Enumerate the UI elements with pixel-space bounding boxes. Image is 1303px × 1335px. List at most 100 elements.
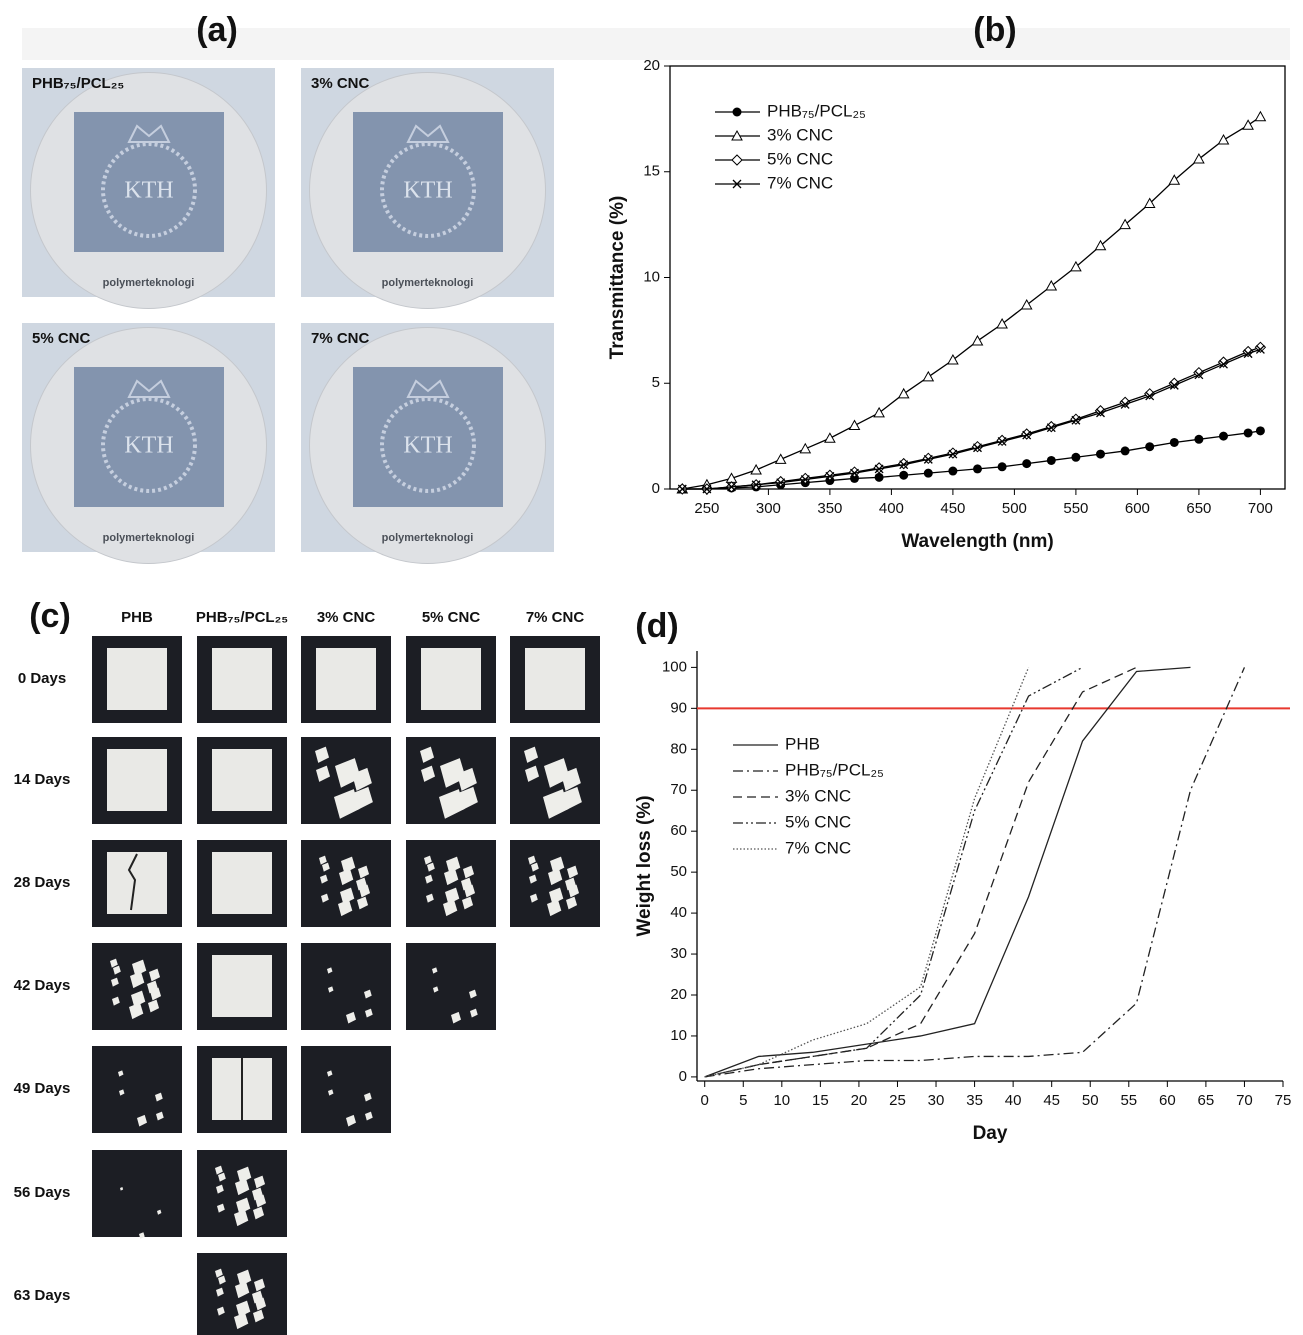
marker xyxy=(1243,349,1253,359)
x-tick-label: 300 xyxy=(756,500,781,517)
marker xyxy=(1071,452,1081,462)
sample-photo xyxy=(406,943,496,1030)
marker xyxy=(1143,197,1156,208)
sample-photo xyxy=(510,840,600,927)
x-tick-label: 0 xyxy=(701,1092,709,1109)
series-line xyxy=(682,348,1261,490)
x-tick-label: 40 xyxy=(1005,1092,1022,1109)
x-tick-label: 250 xyxy=(694,500,719,517)
fragment xyxy=(357,896,369,910)
y-axis-label: Weight loss (%) xyxy=(634,795,655,936)
marker xyxy=(947,353,959,365)
fragment xyxy=(237,1269,252,1287)
fragment xyxy=(340,887,355,905)
x-tick-label: 75 xyxy=(1275,1092,1292,1109)
marker xyxy=(1096,449,1105,459)
marker xyxy=(922,370,935,382)
marker xyxy=(874,472,884,482)
fragment xyxy=(464,884,476,898)
fragment xyxy=(218,1275,226,1285)
legend-label: PHB₇₅/PCL₂₅ xyxy=(785,760,884,779)
marker xyxy=(1022,459,1032,469)
fragment xyxy=(157,1209,162,1215)
fragment xyxy=(470,1008,478,1018)
logo-ring xyxy=(380,397,476,493)
marker xyxy=(1194,434,1204,444)
fragment xyxy=(425,874,433,884)
x-tick-label: 350 xyxy=(817,500,842,517)
sample-photo xyxy=(301,840,391,927)
fragment xyxy=(113,965,121,975)
legend-marker xyxy=(732,179,742,189)
y-tick-label: 10 xyxy=(643,268,660,285)
fragment xyxy=(451,1011,462,1024)
photo-label: PHB₇₅/PCL₂₅ xyxy=(32,75,124,92)
fragment xyxy=(327,1070,333,1077)
fragment xyxy=(364,989,372,999)
legend-label: 3% CNC xyxy=(767,125,833,144)
x-tick-label: 30 xyxy=(928,1092,945,1109)
photo-caption: polymerteknologi xyxy=(103,277,195,289)
row-label: 0 Days xyxy=(18,670,66,687)
legend-marker xyxy=(731,154,743,166)
fragment xyxy=(528,855,536,865)
column-header: 5% CNC xyxy=(422,609,481,626)
marker xyxy=(727,482,736,492)
y-tick-label: 15 xyxy=(643,163,660,180)
fragment xyxy=(544,758,570,788)
marker xyxy=(1169,380,1179,390)
y-tick-label: 5 xyxy=(652,374,660,391)
fragment xyxy=(446,856,461,874)
x-tick-label: 25 xyxy=(889,1092,906,1109)
row-label: 63 Days xyxy=(14,1287,71,1304)
fragment xyxy=(120,1187,124,1191)
crack xyxy=(127,853,138,911)
logo-crown xyxy=(127,379,171,398)
fragment xyxy=(328,1089,334,1096)
x-tick-label: 700 xyxy=(1248,500,1273,517)
x-tick-label: 15 xyxy=(812,1092,829,1109)
x-tick-label: 55 xyxy=(1120,1092,1137,1109)
y-tick-label: 0 xyxy=(679,1068,687,1085)
fragment xyxy=(444,868,459,886)
marker xyxy=(1119,218,1131,230)
marker xyxy=(1070,260,1082,272)
photo-label: 7% CNC xyxy=(311,330,370,347)
marker xyxy=(873,406,885,418)
x-tick-label: 500 xyxy=(1002,500,1027,517)
logo-ring xyxy=(101,142,197,238)
x-tick-label: 60 xyxy=(1159,1092,1176,1109)
y-tick-label: 30 xyxy=(670,945,687,962)
fragment xyxy=(353,786,373,810)
fragment xyxy=(445,887,460,905)
marker xyxy=(1046,423,1056,433)
fragment xyxy=(137,1114,148,1127)
logo-crown xyxy=(406,124,450,143)
fragment xyxy=(149,968,161,982)
marker xyxy=(774,453,787,464)
fragment xyxy=(255,1194,267,1208)
sample xyxy=(212,955,272,1017)
x-tick-label: 10 xyxy=(773,1092,790,1109)
series-line xyxy=(704,666,1191,1078)
marker xyxy=(874,464,884,474)
marker xyxy=(825,471,835,481)
fragment xyxy=(130,971,145,989)
fragment xyxy=(235,1178,250,1196)
fragment xyxy=(364,1092,372,1102)
legend-label: 3% CNC xyxy=(785,786,851,805)
panel-label: (d) xyxy=(635,607,678,645)
legend-label: 5% CNC xyxy=(767,149,833,168)
fragment xyxy=(129,1002,144,1020)
fragment xyxy=(439,789,465,819)
fragment xyxy=(365,1008,373,1018)
logo-text: KTH xyxy=(124,433,173,459)
sample xyxy=(107,749,167,811)
marker xyxy=(776,478,786,488)
logo-ring xyxy=(101,397,197,493)
fragment xyxy=(346,1114,357,1127)
photo-label: 5% CNC xyxy=(32,330,91,347)
legend-marker xyxy=(732,107,742,117)
x-axis-label: Wavelength (nm) xyxy=(901,531,1053,552)
sample xyxy=(421,648,481,710)
